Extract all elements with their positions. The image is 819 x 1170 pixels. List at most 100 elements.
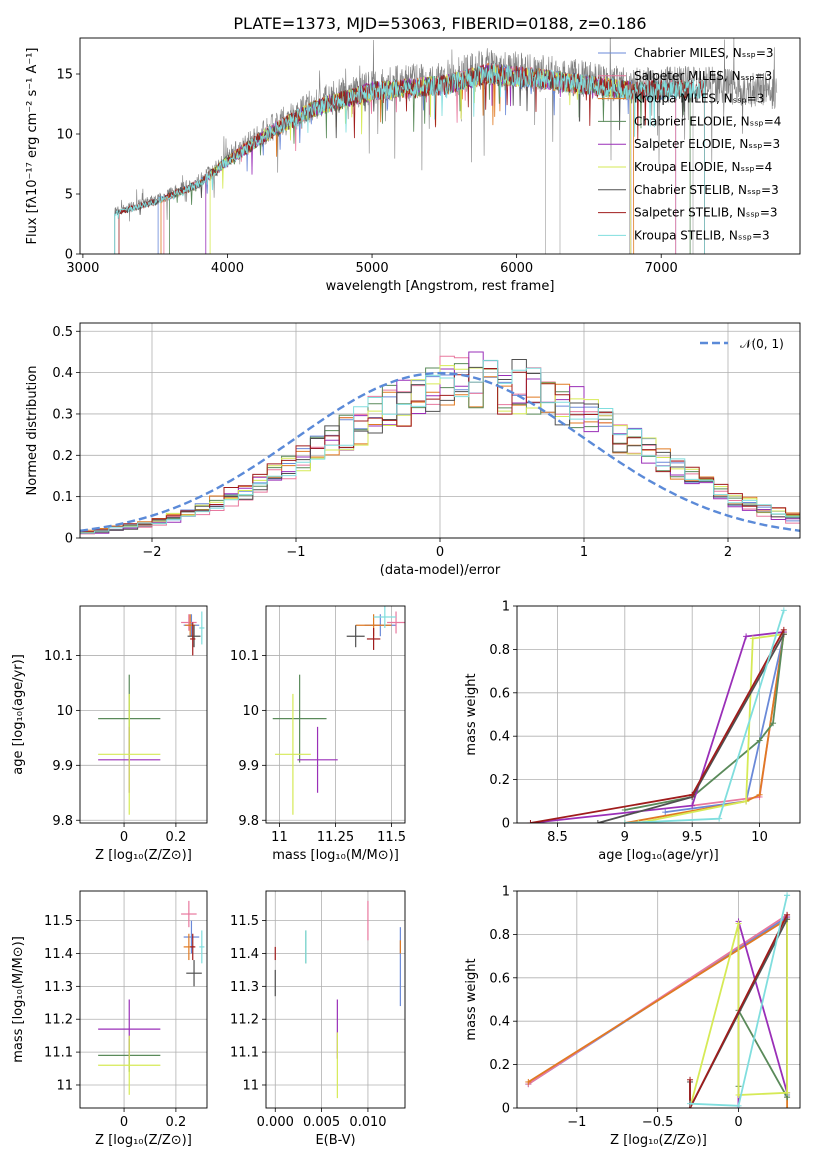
weight-marker bbox=[735, 920, 742, 927]
legend-label: Chabrier MILES, Nₛₛₚ=3 bbox=[634, 46, 774, 60]
y-tick-label: 0.4 bbox=[489, 730, 510, 745]
y-tick-label: 1 bbox=[502, 885, 510, 900]
errorbar-point bbox=[346, 625, 365, 648]
errorbar-point bbox=[387, 611, 405, 634]
x-axis-label: Z [log₁₀(Z/Z⊙)] bbox=[95, 848, 192, 863]
x-tick-label: 11.25 bbox=[317, 830, 354, 845]
y-tick-label: 9.8 bbox=[52, 814, 73, 829]
errorbar-points bbox=[98, 900, 205, 1095]
model-spectrum-line bbox=[114, 62, 705, 254]
y-tick-label: 11.1 bbox=[230, 1046, 259, 1061]
y-tick-label: 9.9 bbox=[238, 759, 259, 774]
errorbar-point bbox=[373, 606, 397, 628]
errorbar-point bbox=[181, 614, 197, 631]
histogram-series bbox=[80, 359, 800, 534]
panel-massweight_vs_age: 8.5 9 9.5 10 0 0.2 0.4 0.6 0.8 1 age [log₁₀(age/yr… bbox=[464, 600, 801, 863]
x-axis-label: Z [log₁₀(Z/Z⊙)] bbox=[95, 1133, 192, 1148]
x-tick-label: −1 bbox=[286, 545, 305, 560]
errorbar-point bbox=[297, 726, 338, 793]
legend-label: Salpeter MILES, Nₛₛₚ=3 bbox=[634, 69, 772, 83]
y-axis-label: Flux [fλ10⁻¹⁷ erg cm⁻² s⁻¹ A⁻¹] bbox=[25, 48, 40, 245]
plot-frame bbox=[265, 605, 406, 824]
weight-marker bbox=[770, 720, 777, 727]
errorbar-point bbox=[199, 611, 205, 645]
x-tick-label: 9.5 bbox=[682, 830, 703, 845]
errorbar-point bbox=[187, 625, 201, 648]
x-tick-label: −1 bbox=[567, 1115, 586, 1130]
errorbar-point bbox=[366, 627, 381, 650]
errorbar-points bbox=[272, 606, 405, 815]
x-tick-label: 4000 bbox=[211, 261, 244, 276]
x-tick-label: 9 bbox=[621, 830, 629, 845]
weight-marker bbox=[687, 1100, 694, 1107]
errorbar-point bbox=[190, 622, 196, 656]
y-tick-label: 10.1 bbox=[44, 649, 73, 664]
weight-marker bbox=[716, 815, 723, 822]
weight-marker bbox=[689, 791, 696, 798]
legend-label: Kroupa ELODIE, Nₛₛₚ=4 bbox=[634, 160, 772, 174]
y-tick-label: 11.3 bbox=[230, 980, 259, 995]
x-tick-label: 3000 bbox=[66, 261, 99, 276]
panel-massweight_vs_Z: −1 −0.5 0 0 0.2 0.4 0.6 0.8 1 Z [log₁₀(Z/Z⊙)] mass… bbox=[464, 885, 801, 1148]
weight-marker bbox=[635, 820, 642, 823]
y-tick-label: 0.3 bbox=[52, 407, 73, 422]
y-tick-label: 0.4 bbox=[52, 366, 73, 381]
y-tick-label: 5 bbox=[65, 188, 73, 203]
y-tick-label: 0.2 bbox=[489, 773, 510, 788]
plot-frame bbox=[516, 890, 801, 1109]
x-tick-label: 0.005 bbox=[303, 1115, 340, 1130]
weight-series-line bbox=[737, 917, 788, 1108]
weight-marker bbox=[784, 1105, 791, 1108]
plot-frame bbox=[79, 37, 801, 255]
y-tick-label: 11.2 bbox=[44, 1013, 73, 1028]
y-axis-label: mass weight bbox=[464, 958, 479, 1040]
x-tick-label: 0.2 bbox=[166, 830, 187, 845]
x-tick-label: 11 bbox=[271, 830, 288, 845]
plot-frame bbox=[79, 605, 208, 824]
y-tick-label: 0.1 bbox=[52, 490, 73, 505]
legend-label: Salpeter STELIB, Nₛₛₚ=3 bbox=[634, 206, 778, 220]
weight-marker bbox=[743, 633, 750, 640]
y-tick-label: 11.5 bbox=[44, 914, 73, 929]
weight-marker bbox=[743, 798, 750, 805]
errorbar-point bbox=[186, 960, 202, 987]
y-tick-label: 10 bbox=[242, 704, 259, 719]
y-tick-label: 10 bbox=[56, 128, 73, 143]
y-tick-label: 9.8 bbox=[238, 814, 259, 829]
y-axis-label: age [log₁₀(age/yr)] bbox=[11, 654, 26, 775]
x-tick-label: 10 bbox=[751, 830, 768, 845]
panel-residual_histogram: −2 −1 0 1 2 0 0.1 0.2 0.3 0.4 0.5 (data-model)/erro… bbox=[25, 322, 801, 578]
y-tick-label: 1 bbox=[502, 600, 510, 615]
errorbar-point bbox=[190, 933, 196, 961]
errorbar-point bbox=[181, 900, 197, 928]
weight-lines bbox=[527, 607, 787, 823]
x-tick-label: 8.5 bbox=[547, 830, 568, 845]
y-tick-label: 11.4 bbox=[44, 947, 73, 962]
x-tick-label: 0.000 bbox=[257, 1115, 294, 1130]
weight-marker bbox=[784, 911, 791, 918]
errorbar-point bbox=[274, 693, 311, 815]
x-axis-label: mass [log₁₀(M/M⊙)] bbox=[272, 848, 399, 863]
y-tick-label: 0 bbox=[65, 248, 73, 263]
x-tick-label: 0 bbox=[120, 1115, 128, 1130]
y-tick-label: 11 bbox=[56, 1078, 73, 1093]
errorbar-point bbox=[272, 674, 327, 763]
histogram-legend: 𝒩(0, 1) bbox=[700, 337, 784, 351]
y-tick-label: 11.4 bbox=[230, 947, 259, 962]
weight-lines bbox=[525, 892, 791, 1108]
panel-spectrum: 3000 4000 5000 6000 7000 0 5 10 15 wavelength [An… bbox=[25, 37, 801, 294]
weight-marker bbox=[662, 809, 669, 816]
x-axis-label: wavelength [Angstrom, rest frame] bbox=[326, 279, 555, 294]
weight-marker bbox=[756, 737, 763, 744]
legend-label: Kroupa MILES, Nₛₛₚ=3 bbox=[634, 92, 764, 106]
y-tick-label: 0.2 bbox=[489, 1058, 510, 1073]
weight-marker bbox=[527, 820, 534, 823]
weight-marker bbox=[525, 1078, 532, 1085]
x-tick-label: −2 bbox=[142, 545, 161, 560]
y-axis-label: mass weight bbox=[464, 673, 479, 755]
histogram-steps bbox=[80, 351, 800, 535]
legend-label: Chabrier ELODIE, Nₛₛₚ=4 bbox=[634, 114, 781, 128]
x-axis-label: Z [log₁₀(Z/Z⊙)] bbox=[610, 1133, 707, 1148]
y-axis-label: Normed distribution bbox=[25, 366, 40, 496]
